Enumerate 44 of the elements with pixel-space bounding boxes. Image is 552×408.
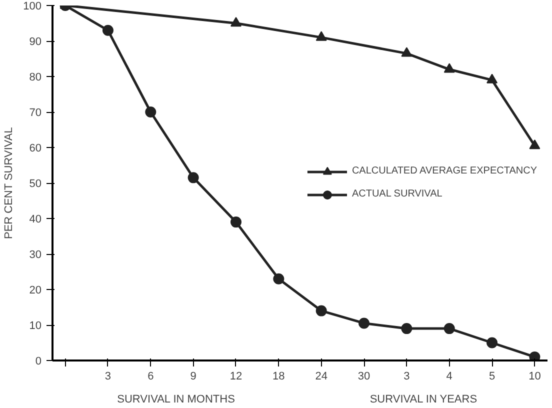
point [102, 24, 114, 36]
legend-label: CALCULATED AVERAGE EXPECTANCY [352, 166, 537, 176]
y-tick-label: 50 [29, 178, 42, 190]
point [529, 139, 540, 150]
y-tick-label: 80 [29, 72, 42, 84]
point [230, 16, 242, 27]
point [444, 323, 455, 334]
y-tick-label: 0 [35, 356, 42, 368]
point [486, 74, 498, 84]
y-tick-label: 70 [29, 107, 42, 119]
point [230, 216, 242, 228]
x-tick-label: 18 [272, 370, 285, 382]
y-tick-label: 30 [29, 249, 42, 261]
x-tick-label: 30 [358, 370, 370, 382]
text: SURVIVAL IN YEARS [370, 394, 478, 406]
x-tick-label: 6 [148, 370, 154, 382]
y-tick-label: 100 [23, 0, 42, 12]
y-tick-label: 40 [29, 214, 42, 226]
x-tick-label: 24 [315, 370, 328, 382]
x-tick-label: 3 [104, 370, 112, 382]
point [401, 323, 412, 334]
point [145, 106, 156, 118]
text: SURVIVAL IN MONTHS [117, 394, 235, 406]
point [316, 31, 327, 41]
y-axis-title: PER CENT SURVIVAL [3, 127, 16, 240]
legend-label: ACTUAL SURVIVAL [352, 188, 442, 200]
point [316, 305, 327, 316]
y-tick-label: 20 [29, 284, 42, 296]
y-tick-label: 60 [29, 142, 42, 154]
y-tick-label: 10 [29, 320, 42, 332]
y-tick-label: 90 [29, 36, 42, 48]
x-tick-label: 10 [528, 370, 541, 382]
x-tick-label: 12 [230, 370, 242, 382]
point [529, 351, 540, 360]
x-tick-label: 9 [190, 370, 196, 382]
point [486, 337, 498, 348]
point [358, 318, 370, 329]
point [273, 273, 284, 284]
x-tick-label: 5 [488, 370, 496, 382]
x-tick-label: 3 [404, 370, 410, 382]
point [444, 63, 455, 73]
point [188, 172, 199, 184]
x-tick-label: 4 [446, 370, 452, 382]
point [401, 47, 412, 57]
